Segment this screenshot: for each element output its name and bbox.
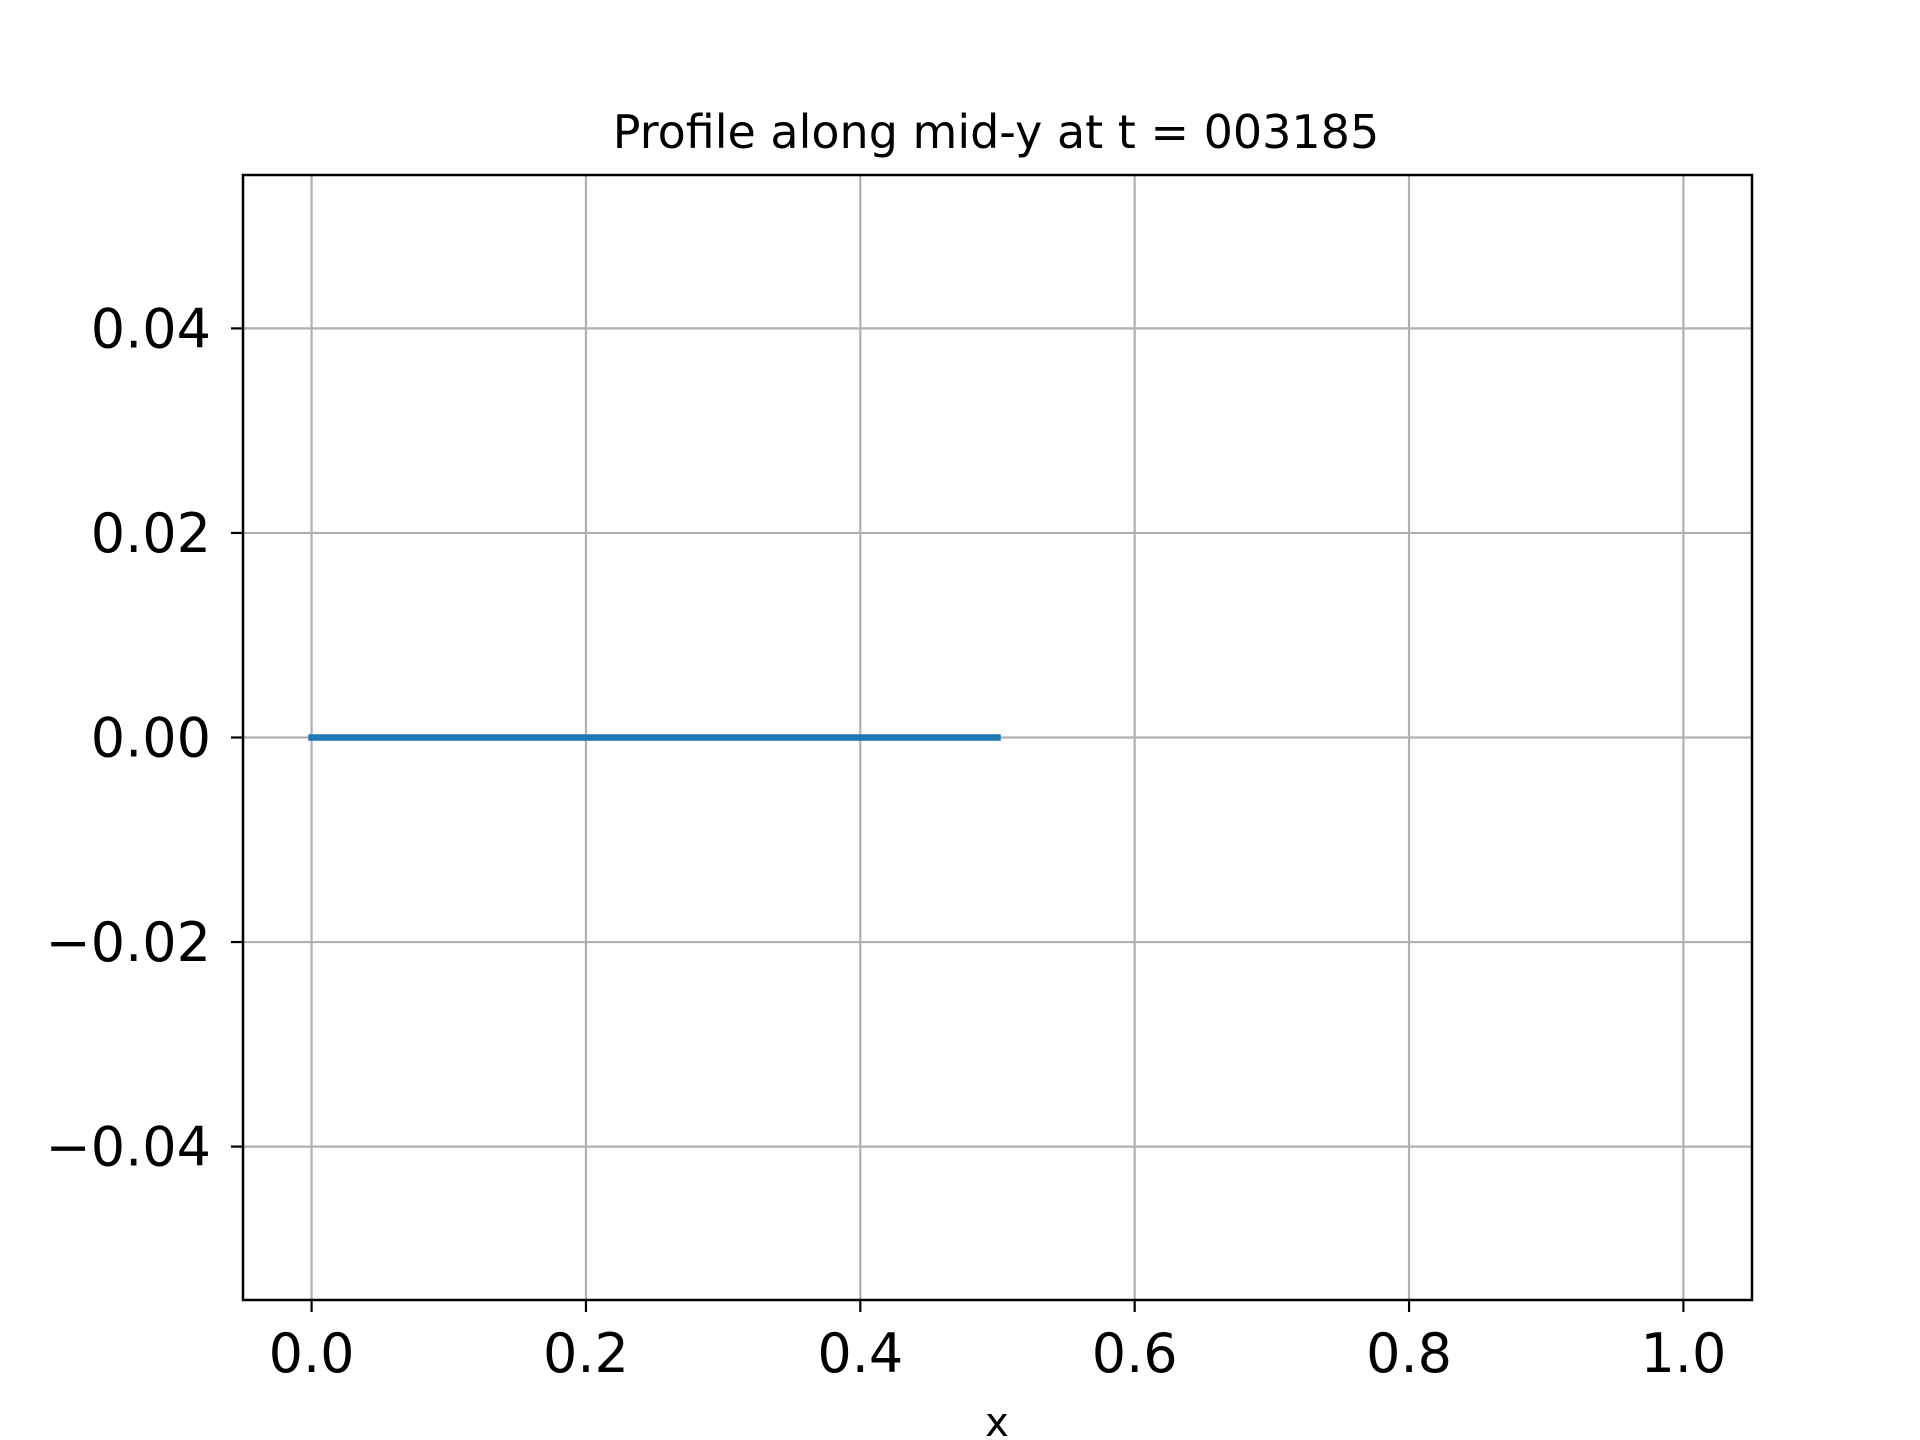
- x-axis-ticks: 0.0 0.2 0.4 0.6 0.8 1.0: [269, 1300, 1726, 1385]
- x-tick-label: 1.0: [1640, 1322, 1726, 1385]
- y-tick-label: 0.00: [91, 707, 211, 770]
- y-axis-ticks: 0.04 0.02 0.00 −0.02 −0.04: [46, 297, 243, 1179]
- x-tick-label: 0.2: [543, 1322, 629, 1385]
- y-tick-label: −0.04: [46, 1116, 211, 1179]
- y-tick-label: 0.02: [91, 502, 211, 565]
- y-tick-label: 0.04: [91, 297, 211, 360]
- x-tick-label: 0.8: [1366, 1322, 1452, 1385]
- x-axis-label: x: [985, 1400, 1009, 1440]
- y-gridlines: [243, 327, 1752, 1148]
- y-tick-label: −0.02: [46, 911, 211, 974]
- x-tick-label: 0.6: [1092, 1322, 1178, 1385]
- x-tick-label: 0.4: [817, 1322, 903, 1385]
- x-tick-label: 0.0: [269, 1322, 355, 1385]
- chart-title: Profile along mid-y at t = 003185: [613, 105, 1379, 159]
